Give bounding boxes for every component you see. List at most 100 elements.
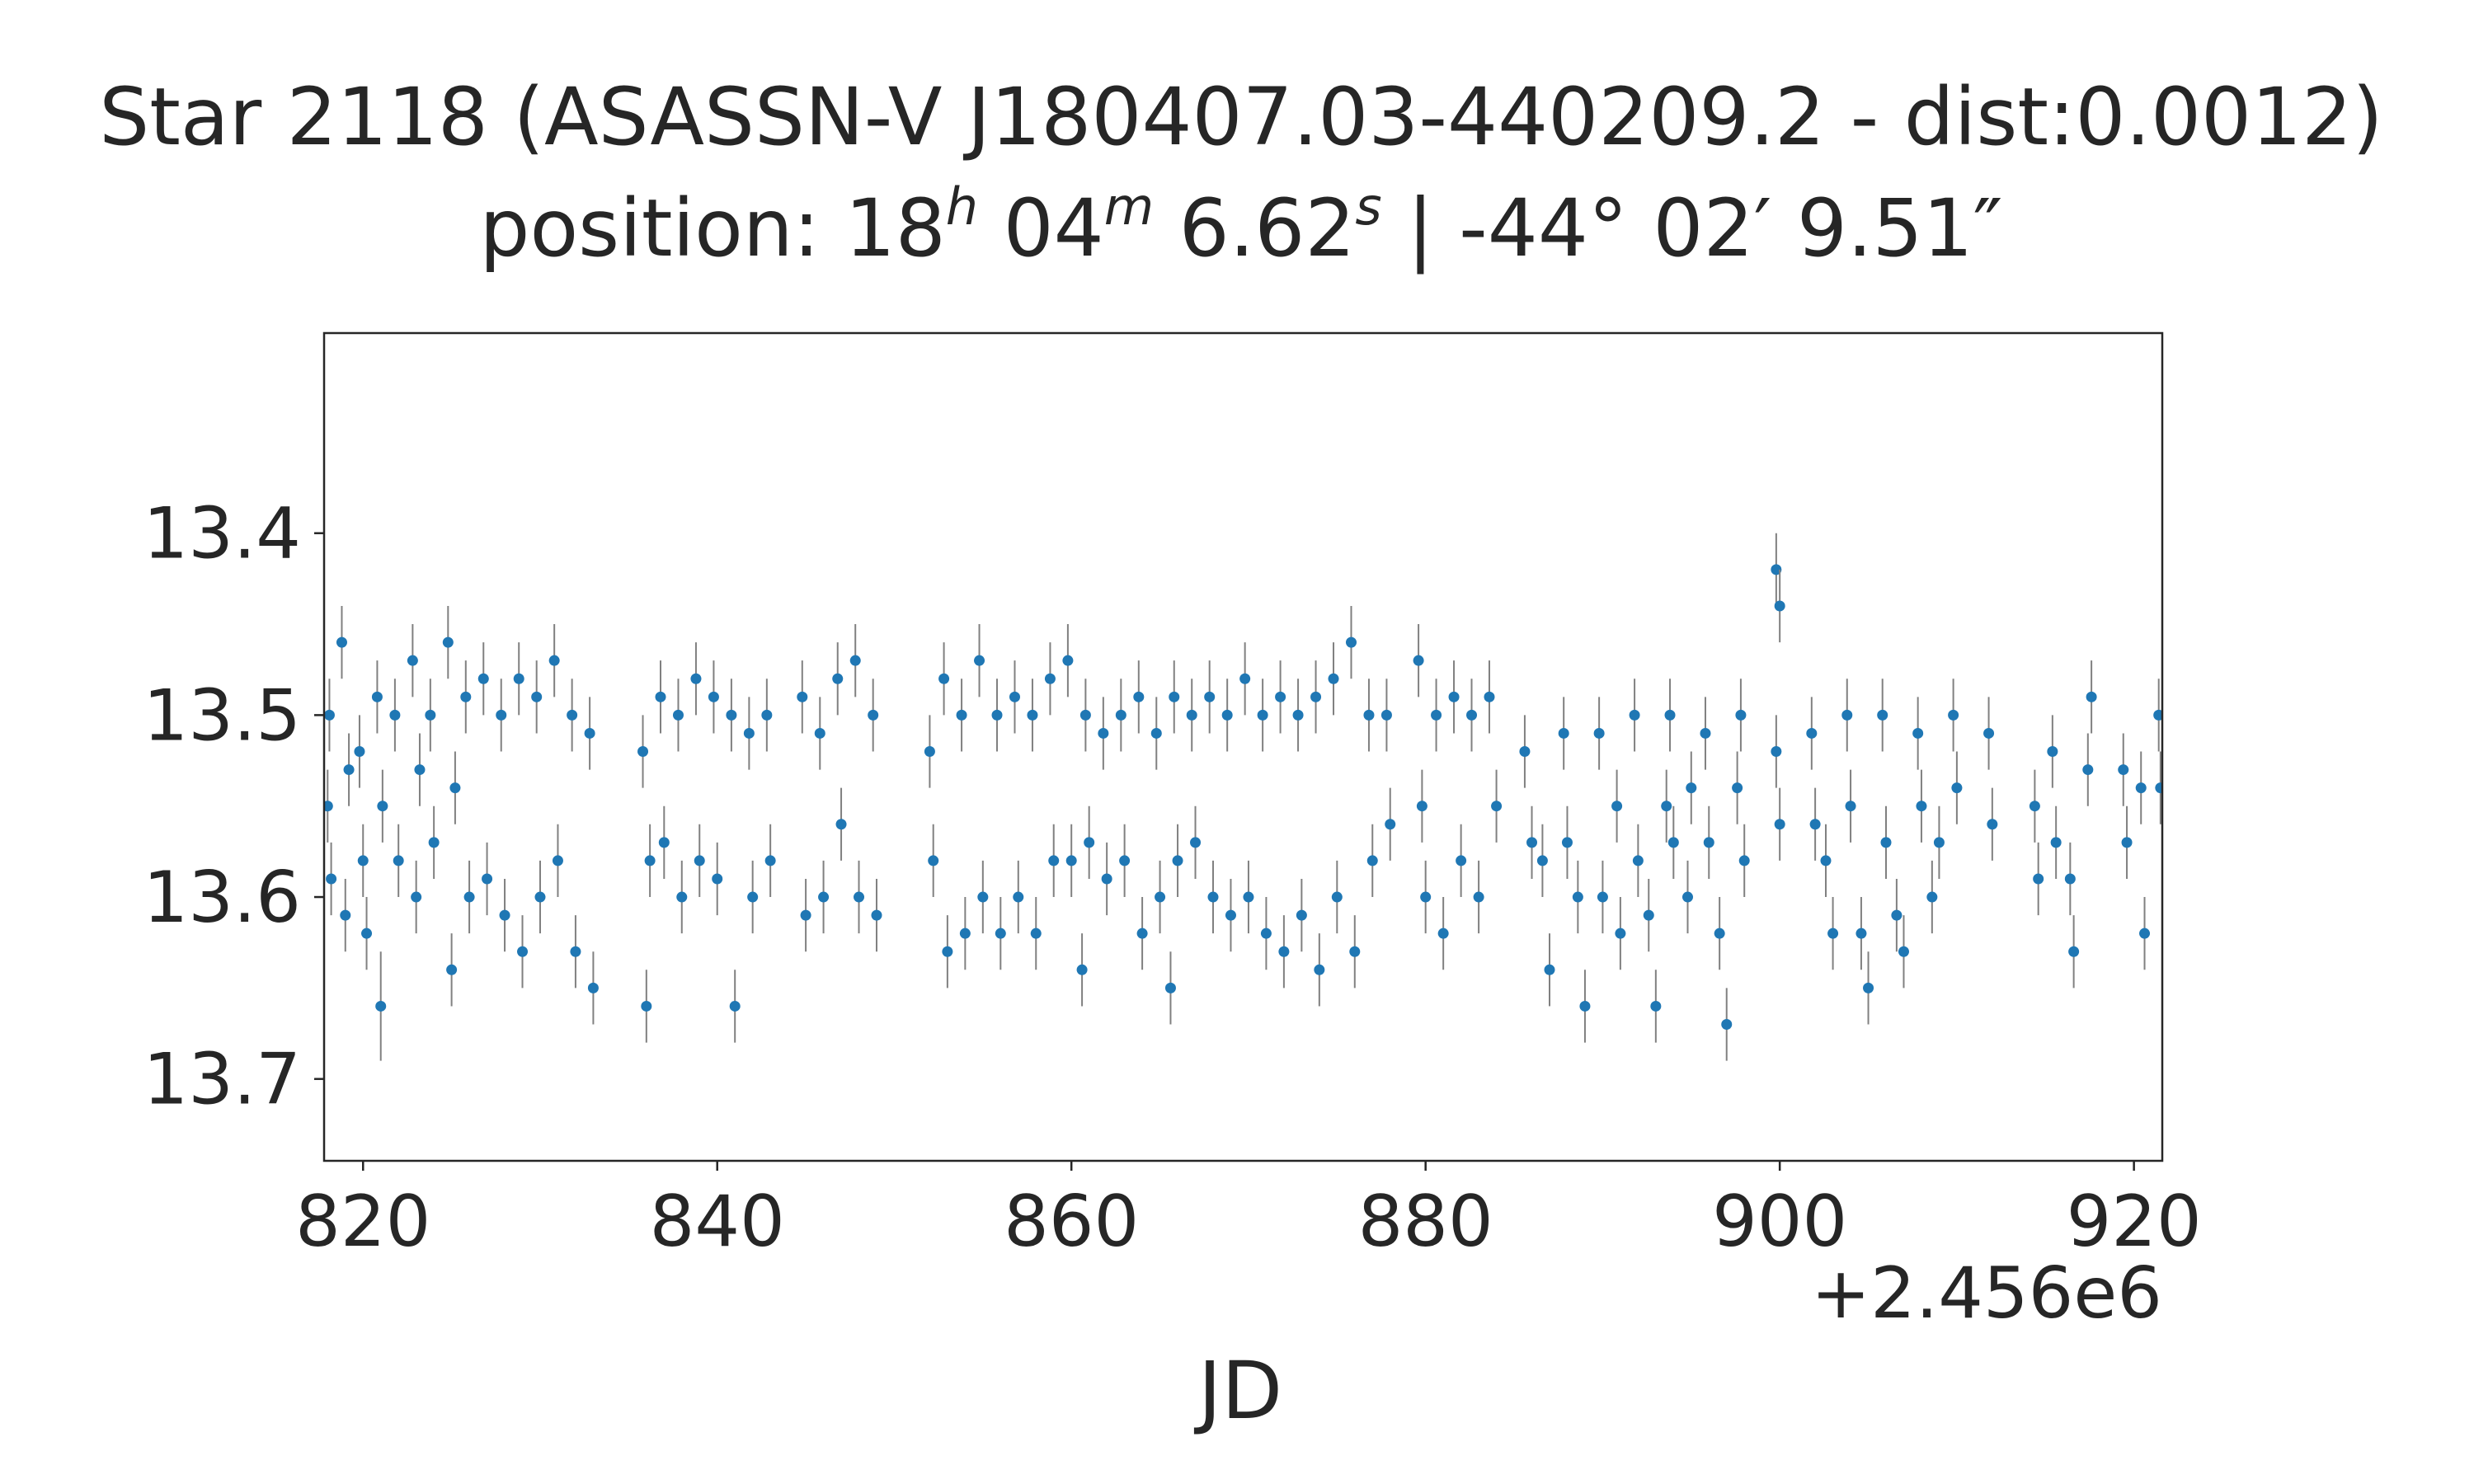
data-point: [1703, 837, 1714, 848]
data-point: [1221, 709, 1233, 721]
data-point: [1048, 855, 1060, 866]
data-point: [1597, 891, 1608, 903]
data-point: [1133, 691, 1145, 702]
data-point: [1771, 564, 1782, 575]
data-point: [1190, 837, 1202, 848]
y-tick-label: 13.6: [143, 857, 301, 939]
data-point: [637, 746, 649, 758]
data-point: [928, 855, 939, 866]
x-tick-label: 920: [2067, 1181, 2202, 1263]
data-point: [343, 764, 355, 776]
data-point: [726, 709, 737, 721]
data-point: [1416, 801, 1427, 812]
data-point: [361, 928, 373, 939]
data-point: [1186, 709, 1197, 721]
data-point: [587, 982, 599, 993]
data-point: [340, 909, 351, 921]
data-point: [995, 928, 1006, 939]
data-point: [818, 891, 830, 903]
data-point: [1809, 819, 1821, 830]
data-point: [1827, 928, 1839, 939]
subtitle-second-unit: s: [1355, 176, 1381, 237]
plot-marks: [324, 533, 2162, 1061]
data-point: [1204, 691, 1216, 702]
data-point: [672, 709, 684, 721]
data-point: [517, 946, 529, 957]
data-point: [1437, 928, 1449, 939]
data-point: [1738, 855, 1750, 866]
data-point: [1845, 801, 1856, 812]
data-point: [644, 855, 656, 866]
data-point: [1877, 709, 1888, 721]
data-point: [324, 709, 335, 721]
x-tick-label: 900: [1712, 1181, 1847, 1263]
data-point: [1983, 727, 1995, 739]
data-point: [1062, 655, 1074, 666]
data-point: [1916, 801, 1927, 812]
data-point: [1065, 855, 1077, 866]
subtitle-hour-unit: h: [946, 176, 978, 237]
data-point: [324, 801, 333, 812]
chart-subtitle: position: 18h 04m 6.62s | -44° 02′ 9.51″: [480, 176, 2003, 275]
data-point: [1169, 691, 1180, 702]
data-point: [797, 691, 808, 702]
data-point: [743, 727, 755, 739]
data-point: [1385, 819, 1396, 830]
data-point: [425, 709, 436, 721]
data-point: [513, 673, 524, 684]
data-point: [449, 782, 461, 794]
data-point: [854, 891, 865, 903]
data-point: [1349, 946, 1361, 957]
data-point: [1363, 709, 1375, 721]
data-point: [1491, 801, 1503, 812]
data-point: [974, 655, 985, 666]
data-point: [1933, 837, 1945, 848]
data-point: [694, 855, 705, 866]
data-point: [1667, 837, 1679, 848]
data-point: [1484, 691, 1495, 702]
x-tick-label: 840: [650, 1181, 785, 1263]
subtitle-minute-unit: m: [1104, 176, 1154, 237]
data-point: [1820, 855, 1832, 866]
data-point: [463, 891, 475, 903]
data-point: [375, 1000, 387, 1012]
data-point: [1431, 709, 1442, 721]
subtitle-minutes: 04: [978, 182, 1104, 275]
data-point: [548, 655, 560, 666]
data-point: [2135, 782, 2147, 794]
data-point: [1098, 727, 1109, 739]
data-point: [991, 709, 1003, 721]
data-point: [1863, 982, 1874, 993]
data-point: [1951, 782, 1963, 794]
subtitle-seconds: 6.62: [1154, 182, 1355, 275]
data-point: [832, 673, 844, 684]
data-point: [2033, 873, 2044, 885]
data-point: [407, 655, 418, 666]
data-point: [1328, 673, 1339, 684]
data-point: [868, 709, 879, 721]
data-point: [1856, 928, 1867, 939]
data-point: [1456, 855, 1467, 866]
data-point: [1207, 891, 1219, 903]
data-point: [2139, 928, 2151, 939]
data-point: [414, 764, 426, 776]
data-point: [1239, 673, 1251, 684]
chart-title: Star 2118 (ASASSN-V J180407.03-440209.2 …: [99, 71, 2382, 163]
data-point: [1898, 946, 1909, 957]
data-point: [800, 909, 811, 921]
data-point: [1774, 600, 1785, 612]
data-point: [1544, 964, 1555, 975]
data-point: [1150, 727, 1162, 739]
data-point: [761, 709, 773, 721]
x-tick-label: 820: [295, 1181, 430, 1263]
data-point: [1880, 837, 1892, 848]
plot-axes: 820 840 860 880 900 920 13.4 13.5 13.6 13.7: [143, 331, 2202, 1263]
data-point: [499, 909, 510, 921]
data-point: [531, 691, 543, 702]
data-point: [2047, 746, 2058, 758]
data-point: [676, 891, 688, 903]
data-point: [336, 636, 347, 648]
data-point: [959, 928, 971, 939]
data-point: [1558, 727, 1569, 739]
data-point: [1912, 727, 1924, 739]
